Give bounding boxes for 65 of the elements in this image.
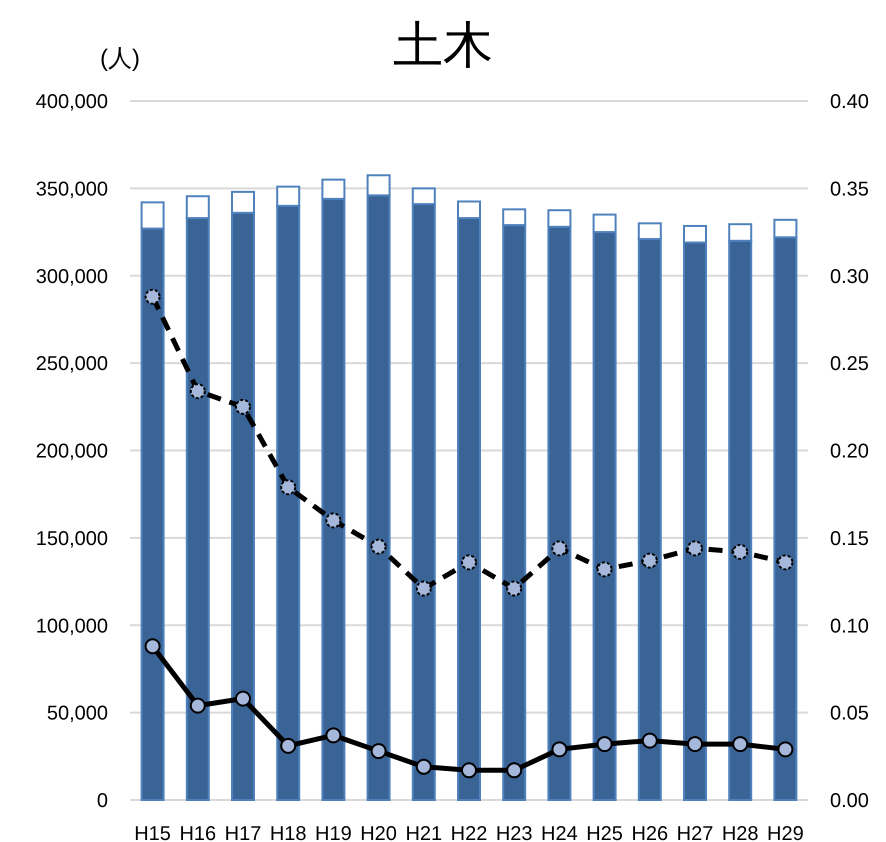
y2-tick-label: 0.15 [830,528,869,550]
point [416,758,432,775]
y2-tick-label: 0.00 [830,790,869,812]
point [416,580,432,597]
x-tick-label: H27 [676,823,714,842]
point [551,741,568,758]
y-axis-title: (人) [100,45,140,72]
point [732,544,748,560]
point [551,540,568,556]
point [325,512,342,528]
x-tick-label: H18 [270,823,307,842]
y2-tick-label: 0.25 [830,353,869,376]
y2-tick-label: 0.10 [830,615,869,638]
y-tick-label: 100,000 [36,615,108,638]
y-tick-label: 150,000 [36,528,108,550]
point [596,736,613,752]
point [461,554,477,570]
point [506,762,522,778]
x-tick-label: H20 [360,823,397,842]
point [687,736,703,752]
x-tick-label: H21 [405,823,442,842]
x-tick-label: H23 [496,823,533,842]
chart-title: 土木 [393,17,493,73]
y-tick-label: 250,000 [36,353,108,376]
point [596,561,613,578]
y2-tick-label: 0.40 [830,91,869,113]
point [777,554,794,570]
y2-tick-label: 0.05 [830,702,869,725]
y2-tick-label: 0.35 [830,178,869,200]
point [370,743,387,760]
x-tick-label: H25 [586,823,623,842]
x-tick-label: H28 [722,823,759,842]
point [280,738,296,754]
point [190,698,206,714]
x-tick-label: H17 [224,823,262,842]
point [461,762,477,778]
point [190,383,206,400]
point [506,580,522,597]
point [370,538,387,555]
point [144,638,161,654]
point [235,690,251,707]
x-tick-label: H16 [179,823,216,842]
point [687,540,703,556]
x-tick-label: H29 [767,823,804,842]
y2-tick-label: 0.20 [830,440,869,462]
x-tick-label: H24 [541,823,578,842]
y-tick-label: 400,000 [36,91,108,113]
x-tick-label: H26 [631,823,668,842]
point [642,552,658,569]
x-tick-label: H15 [134,823,171,842]
y2-tick-label: 0.30 [830,266,869,288]
y-tick-label: 200,000 [36,440,108,462]
point [732,736,748,752]
point [280,479,296,496]
x-tick-label: H19 [315,823,352,842]
point [235,398,251,415]
point [325,727,342,744]
x-tick-label: H22 [450,823,488,842]
y-tick-label: 350,000 [36,178,108,200]
point [642,732,658,749]
y-tick-label: 300,000 [36,266,108,288]
y-tick-label: 0 [96,790,108,812]
y-tick-label: 50,000 [46,702,108,725]
point [144,288,161,305]
point [777,741,794,758]
